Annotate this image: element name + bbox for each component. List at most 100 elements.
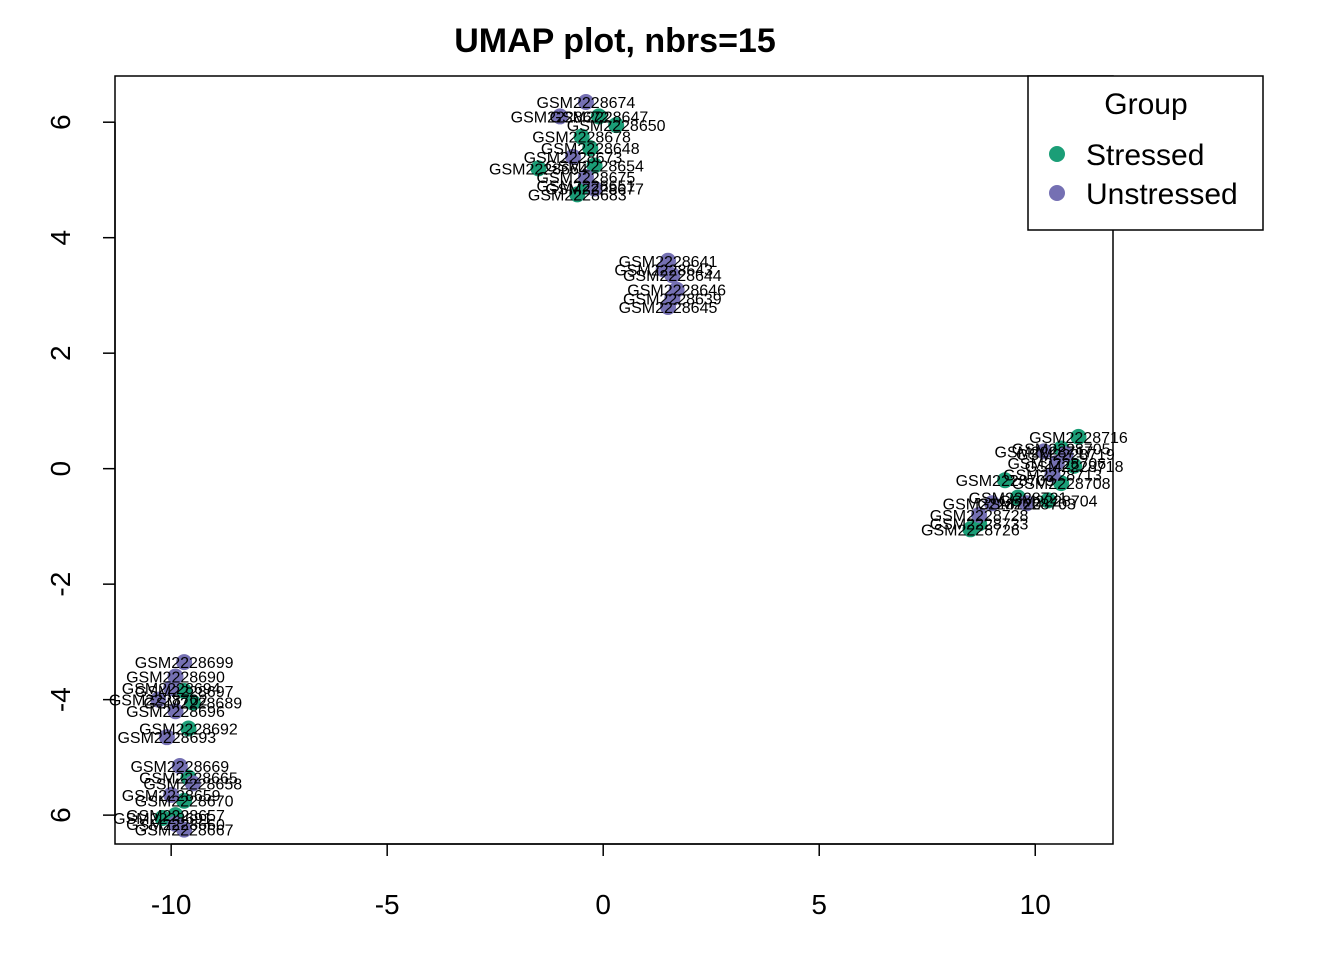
y-tick-label: 2 <box>45 345 76 361</box>
data-point <box>163 680 180 697</box>
y-tick-label: 0 <box>45 461 76 477</box>
point-label: GSM2228699 <box>135 655 234 672</box>
data-point <box>551 108 568 125</box>
point-label: GSM2228648 <box>541 141 640 158</box>
data-point <box>167 703 184 720</box>
data-point <box>1044 466 1061 483</box>
y-tick-label: 6 <box>45 807 76 823</box>
point-label: GSM2228674 <box>537 95 636 112</box>
data-point <box>996 472 1013 489</box>
y-tick-label: -2 <box>45 572 76 597</box>
data-point <box>573 128 590 145</box>
point-label: GSM2228644 <box>623 268 722 285</box>
data-point <box>1035 443 1052 460</box>
point-labels: GSM2228647GSM2228650GSM2228678GSM2228648… <box>109 95 1128 840</box>
point-label: GSM2228673 <box>524 150 623 167</box>
point-label: GSM2228708 <box>1012 476 1111 493</box>
legend-marker <box>1049 146 1065 162</box>
data-point <box>176 821 193 838</box>
data-point <box>176 792 193 809</box>
data-point <box>180 720 197 737</box>
point-label: GSM2228733 <box>930 517 1029 534</box>
point-label: GSM2228689 <box>143 696 242 713</box>
data-point <box>582 140 599 157</box>
point-label: GSM2228719 <box>1016 447 1115 464</box>
point-label: GSM2228678 <box>532 130 631 147</box>
y-tick-label: 6 <box>45 114 76 130</box>
data-point <box>962 521 979 538</box>
point-label: GSM2228728 <box>930 508 1029 525</box>
data-point <box>1040 492 1057 509</box>
legend-title: Group <box>1104 88 1187 121</box>
data-point <box>655 261 672 278</box>
point-label: GSM2228696 <box>126 704 225 721</box>
data-point <box>150 691 167 708</box>
point-label: GSM2228675 <box>537 170 636 187</box>
x-axis: -10 -5 0 5 10 <box>151 843 1051 920</box>
legend-entry-label: Stressed <box>1086 139 1204 172</box>
point-label: GSM2228677 <box>545 182 644 199</box>
data-point <box>158 729 175 746</box>
point-label: GSM2228664 <box>489 161 588 178</box>
data-point <box>971 506 988 523</box>
data-point <box>1070 428 1087 445</box>
point-label: GSM2228672 <box>511 109 610 126</box>
data-point <box>1018 495 1035 512</box>
data-point <box>154 810 171 827</box>
point-label: GSM2228657 <box>126 808 225 825</box>
data-point <box>1066 457 1083 474</box>
legend-entry-label: Unstressed <box>1086 178 1238 211</box>
point-label: GSM2228643 <box>614 262 713 279</box>
point-label: GSM2228659 <box>122 788 221 805</box>
point-label: GSM2228713 <box>1003 467 1102 484</box>
data-point <box>176 654 193 671</box>
data-point <box>608 117 625 134</box>
data-points <box>150 93 1087 838</box>
point-label: GSM2228690 <box>126 670 225 687</box>
point-label: GSM2228693 <box>117 730 216 747</box>
point-label: GSM2228704 <box>999 493 1098 510</box>
point-label: GSM2228706 <box>1007 456 1106 473</box>
x-tick-label: -5 <box>375 889 400 920</box>
point-label: GSM2228645 <box>619 300 718 317</box>
x-tick-label: 10 <box>1020 889 1051 920</box>
data-point <box>586 157 603 174</box>
point-label: GSM2228658 <box>143 776 242 793</box>
point-label: GSM2228683 <box>528 187 627 204</box>
point-label: GSM2228694 <box>122 681 221 698</box>
point-label: GSM2228650 <box>567 118 666 135</box>
point-label: GSM2228718 <box>1025 459 1124 476</box>
point-label: GSM2228726 <box>921 522 1020 539</box>
point-label: GSM2228641 <box>619 254 718 271</box>
point-label: GSM2228647 <box>550 109 649 126</box>
legend: Group Stressed Unstressed <box>1027 75 1264 231</box>
point-label: GSM2228691 <box>113 811 212 828</box>
data-point <box>530 160 547 177</box>
x-tick-label: 5 <box>811 889 827 920</box>
point-label: GSM2228717 <box>995 444 1094 461</box>
point-label: GSM2228703 <box>977 496 1076 513</box>
legend-box <box>1027 75 1264 231</box>
point-label: GSM2228716 <box>1029 430 1128 447</box>
legend-marker <box>1049 185 1065 201</box>
point-label: GSM2228646 <box>627 283 726 300</box>
data-point <box>171 758 188 775</box>
data-point <box>564 148 581 165</box>
y-axis: 6 -4 -2 0 2 4 6 <box>45 114 116 823</box>
point-label: GSM2228660 <box>126 817 225 834</box>
data-point <box>184 775 201 792</box>
point-label: GSM2228669 <box>130 759 229 776</box>
data-point <box>163 786 180 803</box>
point-label: GSM2228665 <box>139 771 238 788</box>
y-tick-label: 4 <box>45 230 76 246</box>
point-label: GSM2228639 <box>623 291 722 308</box>
y-tick-label: -4 <box>45 687 76 712</box>
point-label: GSM2228702 <box>109 693 208 710</box>
point-label: GSM2228667 <box>135 823 234 840</box>
x-tick-label: -10 <box>151 889 191 920</box>
point-label: GSM2228651 <box>537 179 636 196</box>
point-label: GSM2228721 <box>969 491 1068 508</box>
data-point <box>590 108 607 125</box>
point-label: GSM2228705 <box>1012 441 1111 458</box>
